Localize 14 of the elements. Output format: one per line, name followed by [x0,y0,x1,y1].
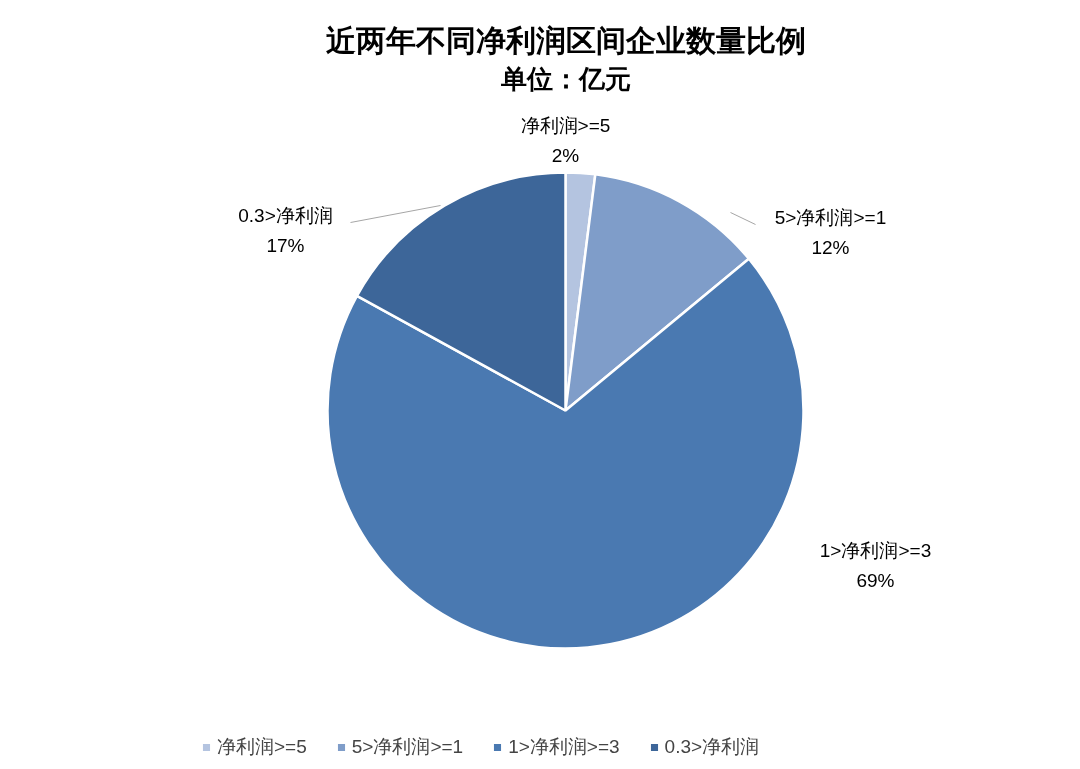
slice-label: 1>净利润>=3 [819,540,932,562]
data-label: 2% [551,144,580,166]
slice-label: 0.3>净利润 [238,205,333,227]
slice-label: 净利润>=5 [520,115,611,137]
chart-title: 近两年不同净利润区间企业数量比例 [325,24,806,57]
slice-label: 5>净利润>=1 [774,207,887,229]
legend-label: 0.3>净利润 [664,735,760,759]
chart-subtitle: 单位：亿元 [499,63,631,94]
data-label: 69% [856,569,895,591]
data-label: 12% [811,236,850,258]
legend-label: 5>净利润>=1 [351,735,464,759]
legend-label: 净利润>=5 [217,735,307,759]
data-label: 17% [266,234,305,256]
legend-label: 1>净利润>=3 [508,735,620,759]
